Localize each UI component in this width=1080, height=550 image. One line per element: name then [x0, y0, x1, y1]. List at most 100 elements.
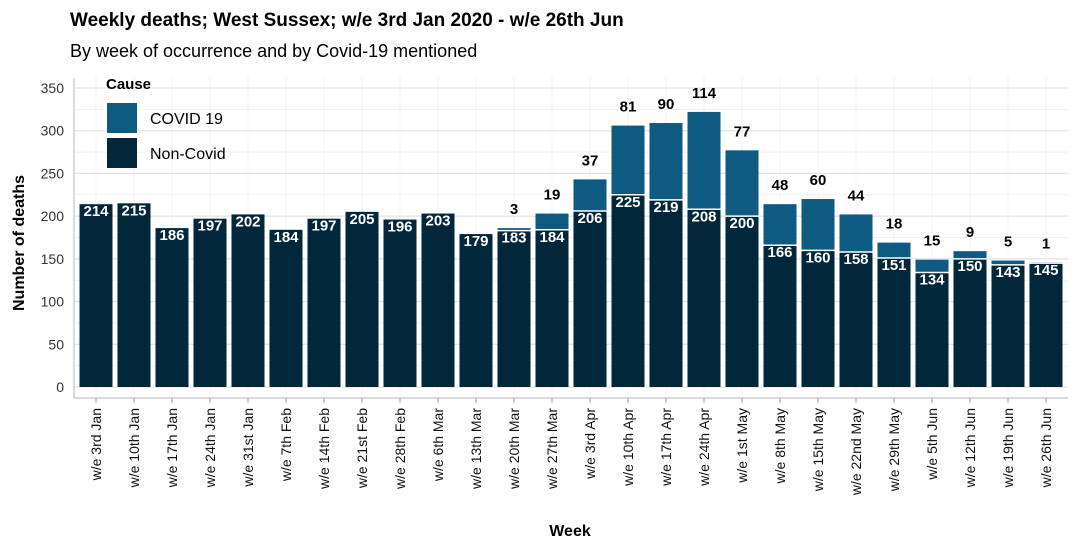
bar-non-covid [155, 228, 189, 387]
data-label-covid: 81 [620, 99, 637, 116]
bar-covid [801, 199, 835, 251]
bar-non-covid [687, 209, 721, 387]
bar-non-covid [117, 203, 151, 387]
data-label-covid: 44 [848, 187, 865, 204]
bar-non-covid [497, 230, 531, 387]
data-label-non-covid: 200 [729, 215, 754, 232]
legend: Cause COVID 19 Non-Covid [106, 76, 226, 168]
y-tick-label: 200 [41, 208, 65, 224]
y-axis-title: Number of deaths [11, 175, 28, 311]
x-tick-label: w/e 7th Feb [278, 408, 294, 482]
data-label-covid: 60 [810, 172, 827, 189]
x-tick-label: w/e 3rd Apr [582, 408, 598, 480]
bar-non-covid [801, 250, 835, 387]
x-tick-label: w/e 28th Feb [392, 408, 408, 490]
data-label-non-covid: 158 [843, 251, 868, 268]
x-axis-title: Week [549, 523, 591, 540]
data-label-non-covid: 143 [995, 264, 1020, 281]
data-label-non-covid: 145 [1033, 262, 1058, 279]
data-label-covid: 90 [658, 96, 675, 113]
x-tick-label: w/e 14th Feb [316, 408, 332, 490]
x-tick-label: w/e 6th Mar [430, 408, 446, 482]
x-tick-label: w/e 8th May [772, 408, 788, 484]
bar-non-covid [421, 213, 455, 387]
data-label-covid: 5 [1004, 234, 1012, 251]
x-tick-label: w/e 12th Jun [962, 408, 978, 488]
bar-non-covid [383, 219, 417, 387]
x-tick-label: w/e 5th Jun [924, 408, 940, 481]
bar-non-covid [649, 199, 683, 387]
bars [79, 111, 1063, 387]
x-tick-label: w/e 17th Jan [164, 408, 180, 488]
bar-covid [611, 125, 645, 195]
x-tick-label: w/e 24th Jan [202, 408, 218, 488]
data-label-non-covid: 196 [387, 219, 412, 236]
x-tick-label: w/e 21st Feb [354, 408, 370, 489]
y-tick-label: 150 [41, 251, 65, 267]
data-label-non-covid: 150 [957, 258, 982, 275]
data-label-covid: 114 [692, 85, 717, 102]
bar-non-covid [839, 252, 873, 387]
bar-non-covid [725, 216, 759, 387]
data-label-covid: 9 [966, 224, 974, 241]
data-label-covid: 15 [924, 233, 941, 250]
bar-covid [725, 150, 759, 217]
legend-label: Non-Covid [150, 146, 226, 163]
x-tick-label: w/e 10th Apr [620, 408, 636, 487]
bar-covid [763, 204, 797, 246]
x-tick-label: w/e 26th Jun [1038, 408, 1054, 488]
bar-covid [497, 228, 531, 231]
bar-non-covid [269, 229, 303, 387]
x-tick-label: w/e 24th Apr [696, 408, 712, 487]
data-label-non-covid: 215 [121, 202, 146, 219]
bar-covid [573, 179, 607, 212]
bar-non-covid [573, 211, 607, 387]
y-tick-label: 250 [41, 165, 65, 181]
bar-covid [877, 242, 911, 259]
bar-covid [687, 111, 721, 210]
bar-non-covid [535, 229, 569, 387]
data-label-non-covid: 166 [767, 244, 792, 261]
data-label-non-covid: 202 [235, 213, 260, 230]
data-label-covid: 3 [510, 201, 518, 218]
bar-non-covid [877, 258, 911, 387]
data-label-non-covid: 160 [805, 249, 830, 266]
bar-covid [839, 214, 873, 253]
y-tick-label: 350 [41, 80, 65, 96]
bar-non-covid [79, 204, 113, 387]
bar-non-covid [231, 214, 265, 387]
x-tick-label: w/e 3rd Jan [88, 408, 104, 481]
bar-non-covid [307, 218, 341, 387]
x-axis: w/e 3rd Jan w/e 10th Jan w/e 17th Jan w/e 2… [74, 397, 1068, 496]
x-tick-label: w/e 17th Apr [658, 408, 674, 487]
bar-covid [991, 260, 1025, 265]
bar-covid [649, 123, 683, 200]
x-tick-label: w/e 10th Jan [126, 408, 142, 488]
data-label-non-covid: 186 [159, 227, 184, 244]
data-label-covid: 48 [772, 177, 789, 194]
y-tick-label: 300 [41, 123, 65, 139]
data-label-non-covid: 179 [463, 233, 488, 250]
x-tick-label: w/e 20th Mar [506, 408, 522, 490]
legend-title: Cause [106, 76, 151, 93]
data-label-non-covid: 208 [691, 208, 716, 225]
data-label-covid: 77 [734, 123, 751, 140]
data-label-non-covid: 197 [311, 218, 336, 235]
legend-label: COVID 19 [150, 111, 223, 128]
x-tick-label: w/e 13th Mar [468, 408, 484, 490]
bar-non-covid [345, 211, 379, 387]
x-tick-label: w/e 27th Mar [544, 408, 560, 490]
data-label-non-covid: 219 [653, 199, 678, 216]
chart-title: Weekly deaths; West Sussex; w/e 3rd Jan … [70, 10, 624, 31]
data-label-non-covid: 205 [349, 211, 374, 228]
data-label-non-covid: 197 [197, 218, 222, 235]
bar-non-covid [991, 264, 1025, 387]
y-tick-label: 50 [48, 336, 64, 352]
data-label-non-covid: 183 [501, 230, 526, 247]
x-tick-label: w/e 29th May [886, 408, 902, 492]
bar-covid [535, 213, 569, 230]
legend-swatch [107, 138, 137, 168]
chart-subtitle: By week of occurrence and by Covid-19 me… [70, 41, 477, 61]
bar-non-covid [193, 218, 227, 387]
